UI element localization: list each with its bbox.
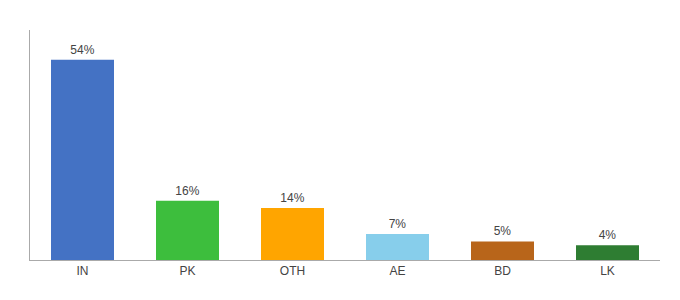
svg-text:LK: LK	[600, 264, 615, 278]
svg-text:OTH: OTH	[280, 264, 305, 278]
svg-text:IN: IN	[77, 264, 89, 278]
svg-text:AE: AE	[389, 264, 405, 278]
svg-text:7%: 7%	[389, 217, 407, 231]
svg-text:16%: 16%	[175, 184, 199, 198]
svg-text:4%: 4%	[599, 228, 617, 242]
svg-text:14%: 14%	[280, 191, 304, 205]
svg-text:5%: 5%	[494, 224, 512, 238]
svg-text:PK: PK	[179, 264, 195, 278]
svg-text:54%: 54%	[70, 43, 94, 57]
svg-text:BD: BD	[494, 264, 511, 278]
